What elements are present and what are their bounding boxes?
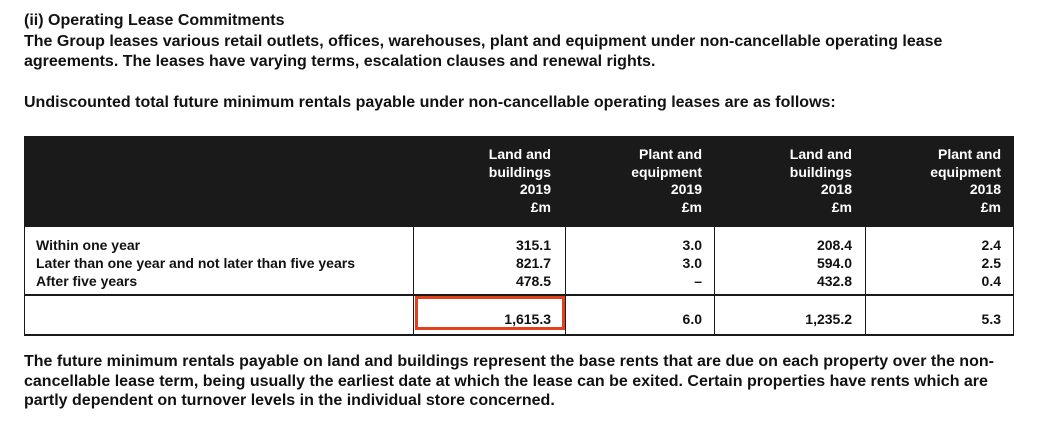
table-cell: – — [694, 273, 702, 289]
table-cell: 3.0 — [682, 255, 702, 271]
section-title: (ii) Operating Lease Commitments — [24, 12, 285, 29]
header-plant-equipment-2019: Plant and equipment 2019 £m — [631, 146, 702, 215]
row-label: Within one year — [36, 237, 141, 253]
total-rule-top — [24, 294, 1014, 296]
closing-paragraph: The future minimum rentals payable on la… — [24, 353, 994, 409]
table-cell: 2.5 — [981, 255, 1001, 271]
column-divider — [565, 136, 566, 336]
highlight-box — [415, 296, 565, 330]
column-divider — [865, 136, 866, 336]
table-cell: 432.8 — [816, 273, 852, 289]
table-intro: Undiscounted total future minimum rental… — [24, 94, 836, 111]
total-cell: 6.0 — [682, 311, 702, 327]
total-rule-bottom — [24, 334, 1014, 336]
table-cell: 0.4 — [981, 273, 1001, 289]
table-cell: 315.1 — [515, 237, 551, 253]
table-cell: 208.4 — [816, 237, 852, 253]
row-label: After five years — [36, 273, 138, 289]
table-cell: 594.0 — [816, 255, 852, 271]
total-cell: 1,235.2 — [805, 311, 852, 327]
total-cell: 1,615.3 — [504, 311, 551, 327]
lease-commitments-table: Land and buildings 2019 £m Plant and equ… — [24, 136, 1014, 336]
header-plant-equipment-2018: Plant and equipment 2018 £m — [930, 146, 1001, 215]
intro-paragraph: The Group leases various retail outlets,… — [24, 33, 943, 70]
total-cell: 5.3 — [981, 311, 1001, 327]
column-divider — [714, 136, 715, 336]
header-land-buildings-2019: Land and buildings 2019 £m — [488, 146, 551, 215]
table-cell: 3.0 — [682, 237, 702, 253]
table-border-left — [24, 136, 25, 336]
table-cell: 478.5 — [515, 273, 551, 289]
table-border-right — [1013, 136, 1014, 336]
table-cell: 821.7 — [515, 255, 551, 271]
row-label: Later than one year and not later than f… — [36, 255, 355, 271]
table-header-row — [24, 136, 1014, 227]
header-land-buildings-2018: Land and buildings 2018 £m — [789, 146, 852, 215]
column-divider — [413, 136, 414, 336]
table-cell: 2.4 — [981, 237, 1001, 253]
